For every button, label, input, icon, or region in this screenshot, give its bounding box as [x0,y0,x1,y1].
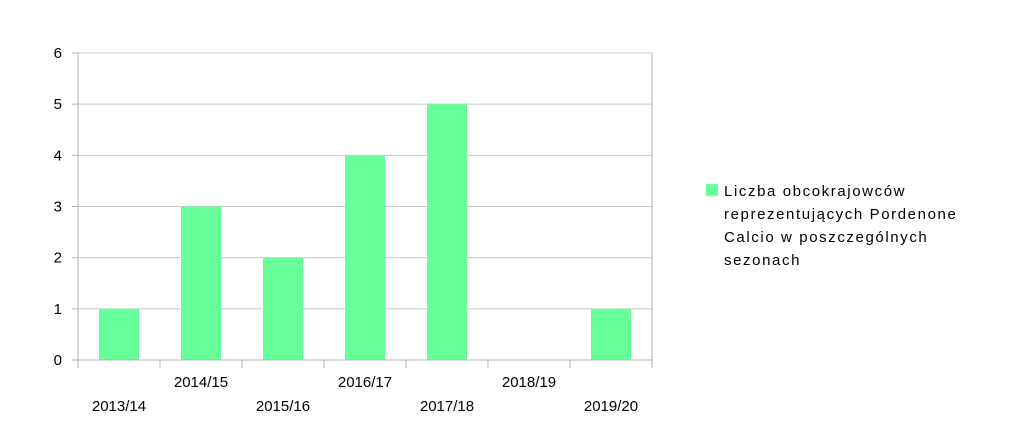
y-tick-label: 3 [54,199,62,216]
y-tick-label: 5 [54,96,62,113]
x-tick-label: 2013/14 [92,398,146,415]
y-tick-label: 2 [54,250,62,267]
x-tick-label: 2015/16 [256,398,310,415]
bar [263,257,303,360]
legend-swatch [706,184,718,196]
x-tick-label: 2017/18 [420,398,474,415]
axes [72,52,653,368]
y-tick-label: 0 [54,352,62,369]
x-tick-label: 2018/19 [502,374,556,391]
bar [181,206,221,360]
bar [99,308,139,360]
tick-labels: 0 1 2 3 4 5 6 2013/14 2014/15 2015/16 2016/17 2017/… [54,45,638,415]
y-tick-label: 6 [54,45,62,62]
x-tick-label: 2014/15 [174,374,228,391]
legend: Liczba obcokrajowców reprezentujących Po… [706,180,979,272]
bar [591,308,631,360]
x-tick-label: 2019/20 [584,398,638,415]
y-tick-label: 1 [54,301,62,318]
y-tick-label: 4 [54,147,62,164]
bar [427,104,467,361]
bar [345,155,385,360]
bars [99,104,631,361]
legend-label: Liczba obcokrajowców reprezentujących Po… [724,183,958,269]
x-tick-label: 2016/17 [338,374,392,391]
